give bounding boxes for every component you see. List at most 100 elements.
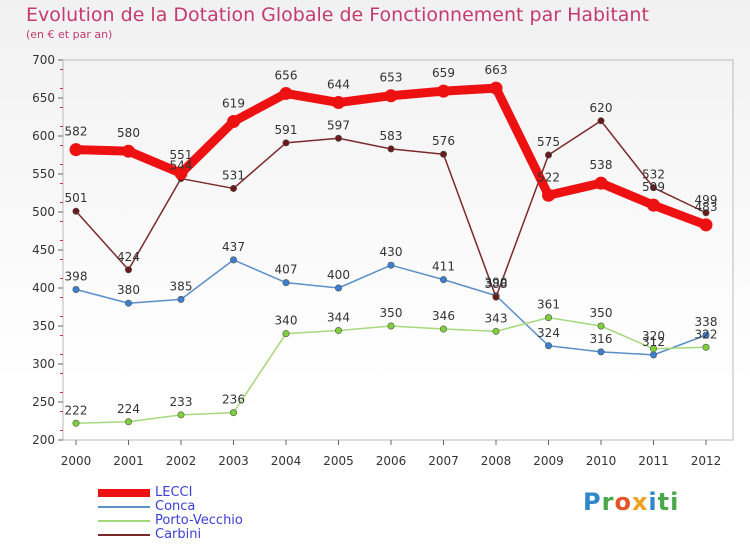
data-point-porto-vecchio [492,327,500,335]
data-point-lecci [174,166,188,180]
y-tick-label: 700 [32,53,55,67]
data-point-conca [439,276,447,284]
data-label-conca: 437 [222,240,245,254]
legend-label-carbini: Carbini [155,527,202,542]
y-tick-label: 250 [32,395,55,409]
data-label-conca: 380 [117,283,140,297]
data-point-lecci [489,81,503,95]
data-label-conca: 324 [537,326,560,340]
data-label-carbini: 532 [642,168,665,182]
data-point-conca [72,286,80,294]
data-point-porto-vecchio [72,419,80,427]
data-point-porto-vecchio [544,314,552,322]
x-tick-label: 2010 [586,454,617,468]
data-point-lecci [594,176,608,190]
proxiti-logo: Proxiti [583,488,679,516]
data-label-conca: 316 [590,332,613,346]
data-point-carbini [72,207,80,215]
data-point-porto-vecchio [230,409,238,417]
data-label-carbini: 501 [65,191,88,205]
legend-swatch-porto-vecchio [98,520,150,522]
data-point-conca [544,342,552,350]
data-label-porto-vecchio: 344 [327,311,350,325]
data-label-carbini: 575 [537,135,560,149]
data-label-conca: 385 [170,279,193,293]
data-label-carbini: 583 [380,129,403,143]
data-label-lecci: 582 [65,125,88,139]
logo-letter: ti [657,488,680,516]
data-label-carbini: 388 [485,277,508,291]
x-tick-label: 2012 [691,454,722,468]
data-point-porto-vecchio [439,325,447,333]
data-label-porto-vecchio: 350 [590,306,613,320]
chart-title: Evolution de la Dotation Globale de Fonc… [26,4,649,26]
x-tick-label: 2008 [481,454,512,468]
data-label-porto-vecchio: 346 [432,309,455,323]
data-point-porto-vecchio [282,330,290,338]
data-point-porto-vecchio [597,322,605,330]
data-point-porto-vecchio [702,343,710,351]
data-point-lecci [332,96,345,110]
data-label-lecci: 656 [275,68,298,82]
data-point-carbini [492,293,500,301]
data-label-lecci: 580 [117,126,140,140]
data-label-porto-vecchio: 322 [695,327,718,341]
data-label-lecci: 619 [222,97,245,111]
x-tick-label: 2005 [323,454,354,468]
data-point-porto-vecchio [387,322,395,330]
data-point-conca [177,295,185,303]
data-point-lecci [384,89,398,103]
data-point-carbini [649,184,657,192]
data-label-porto-vecchio: 350 [380,306,403,320]
data-point-carbini [702,209,710,217]
data-label-porto-vecchio: 340 [275,314,298,328]
data-point-porto-vecchio [649,345,657,353]
data-label-carbini: 531 [222,168,245,182]
data-point-conca [334,284,342,292]
logo-letter: r [601,488,615,516]
data-point-lecci [69,143,83,157]
y-tick-label: 600 [32,129,55,143]
data-label-lecci: 522 [537,170,560,184]
legend-label-lecci: LECCI [155,485,193,500]
data-label-conca: 430 [380,245,403,259]
data-label-porto-vecchio: 320 [642,329,665,343]
data-label-porto-vecchio: 224 [117,402,140,416]
data-point-conca [597,348,605,356]
legend-label-porto-vecchio: Porto-Vecchio [155,513,243,528]
data-label-carbini: 499 [695,193,718,207]
data-label-lecci: 644 [327,78,350,92]
data-label-porto-vecchio: 222 [65,403,88,417]
x-tick-label: 2004 [271,454,302,468]
data-label-porto-vecchio: 236 [222,393,245,407]
data-point-carbini [230,184,238,192]
data-label-carbini: 597 [327,118,350,132]
y-tick-label: 300 [32,357,55,371]
logo-letter: o [614,488,632,516]
data-label-conca: 398 [65,270,88,284]
data-label-conca: 400 [327,268,350,282]
x-tick-label: 2000 [61,454,92,468]
data-point-porto-vecchio [334,327,342,335]
data-label-carbini: 591 [275,123,298,137]
y-tick-label: 500 [32,205,55,219]
data-label-conca: 407 [275,263,298,277]
data-point-conca [649,351,657,359]
x-tick-label: 2001 [113,454,144,468]
y-tick-label: 550 [32,167,55,181]
data-label-lecci: 509 [642,180,665,194]
data-point-carbini [282,139,290,147]
y-tick-label: 200 [32,433,55,447]
data-point-lecci [227,115,240,129]
data-label-lecci: 538 [590,158,613,172]
x-tick-label: 2003 [218,454,249,468]
data-point-carbini [544,151,552,159]
y-tick-label: 400 [32,281,55,295]
legend-swatch-carbini [98,534,150,536]
data-label-carbini: 576 [432,134,455,148]
data-label-lecci: 663 [485,63,508,77]
data-label-porto-vecchio: 233 [170,395,193,409]
x-tick-label: 2007 [428,454,459,468]
